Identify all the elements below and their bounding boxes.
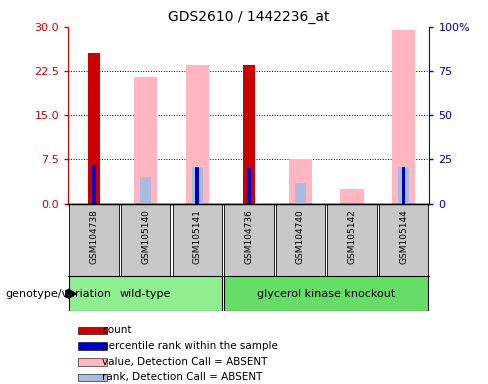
Text: wild-type: wild-type <box>120 289 171 299</box>
Text: count: count <box>102 326 132 336</box>
Title: GDS2610 / 1442236_at: GDS2610 / 1442236_at <box>168 10 329 25</box>
Bar <box>295 183 306 204</box>
Bar <box>379 204 428 276</box>
Bar <box>78 342 107 350</box>
Text: genotype/variation: genotype/variation <box>5 289 111 299</box>
Bar <box>341 189 364 204</box>
Bar <box>140 177 151 204</box>
Text: GSM104736: GSM104736 <box>244 209 253 264</box>
Bar <box>289 159 312 204</box>
Bar <box>398 167 409 204</box>
Bar <box>196 167 199 204</box>
Bar <box>392 30 415 204</box>
Text: GSM105142: GSM105142 <box>347 209 357 264</box>
Bar <box>134 77 157 204</box>
Bar <box>121 204 170 276</box>
Bar <box>402 167 406 204</box>
Bar <box>224 276 428 311</box>
Bar <box>276 204 325 276</box>
Bar <box>327 204 377 276</box>
Bar <box>92 165 96 204</box>
Text: rank, Detection Call = ABSENT: rank, Detection Call = ABSENT <box>102 372 263 382</box>
Bar <box>69 204 119 276</box>
Text: GSM104738: GSM104738 <box>90 209 99 264</box>
Text: value, Detection Call = ABSENT: value, Detection Call = ABSENT <box>102 357 268 367</box>
Bar <box>69 276 222 311</box>
Text: GSM104740: GSM104740 <box>296 209 305 264</box>
Text: GSM105141: GSM105141 <box>193 209 202 264</box>
Text: glycerol kinase knockout: glycerol kinase knockout <box>257 289 395 299</box>
Bar <box>88 53 100 204</box>
Bar <box>247 168 251 204</box>
Bar <box>243 65 255 204</box>
Text: GSM105140: GSM105140 <box>141 209 150 264</box>
Bar <box>192 167 203 204</box>
Bar <box>224 204 274 276</box>
Bar <box>173 204 222 276</box>
Text: GSM105144: GSM105144 <box>399 209 408 264</box>
Bar <box>186 65 209 204</box>
Text: percentile rank within the sample: percentile rank within the sample <box>102 341 278 351</box>
Bar <box>78 358 107 366</box>
Bar <box>78 374 107 381</box>
Bar <box>78 326 107 334</box>
